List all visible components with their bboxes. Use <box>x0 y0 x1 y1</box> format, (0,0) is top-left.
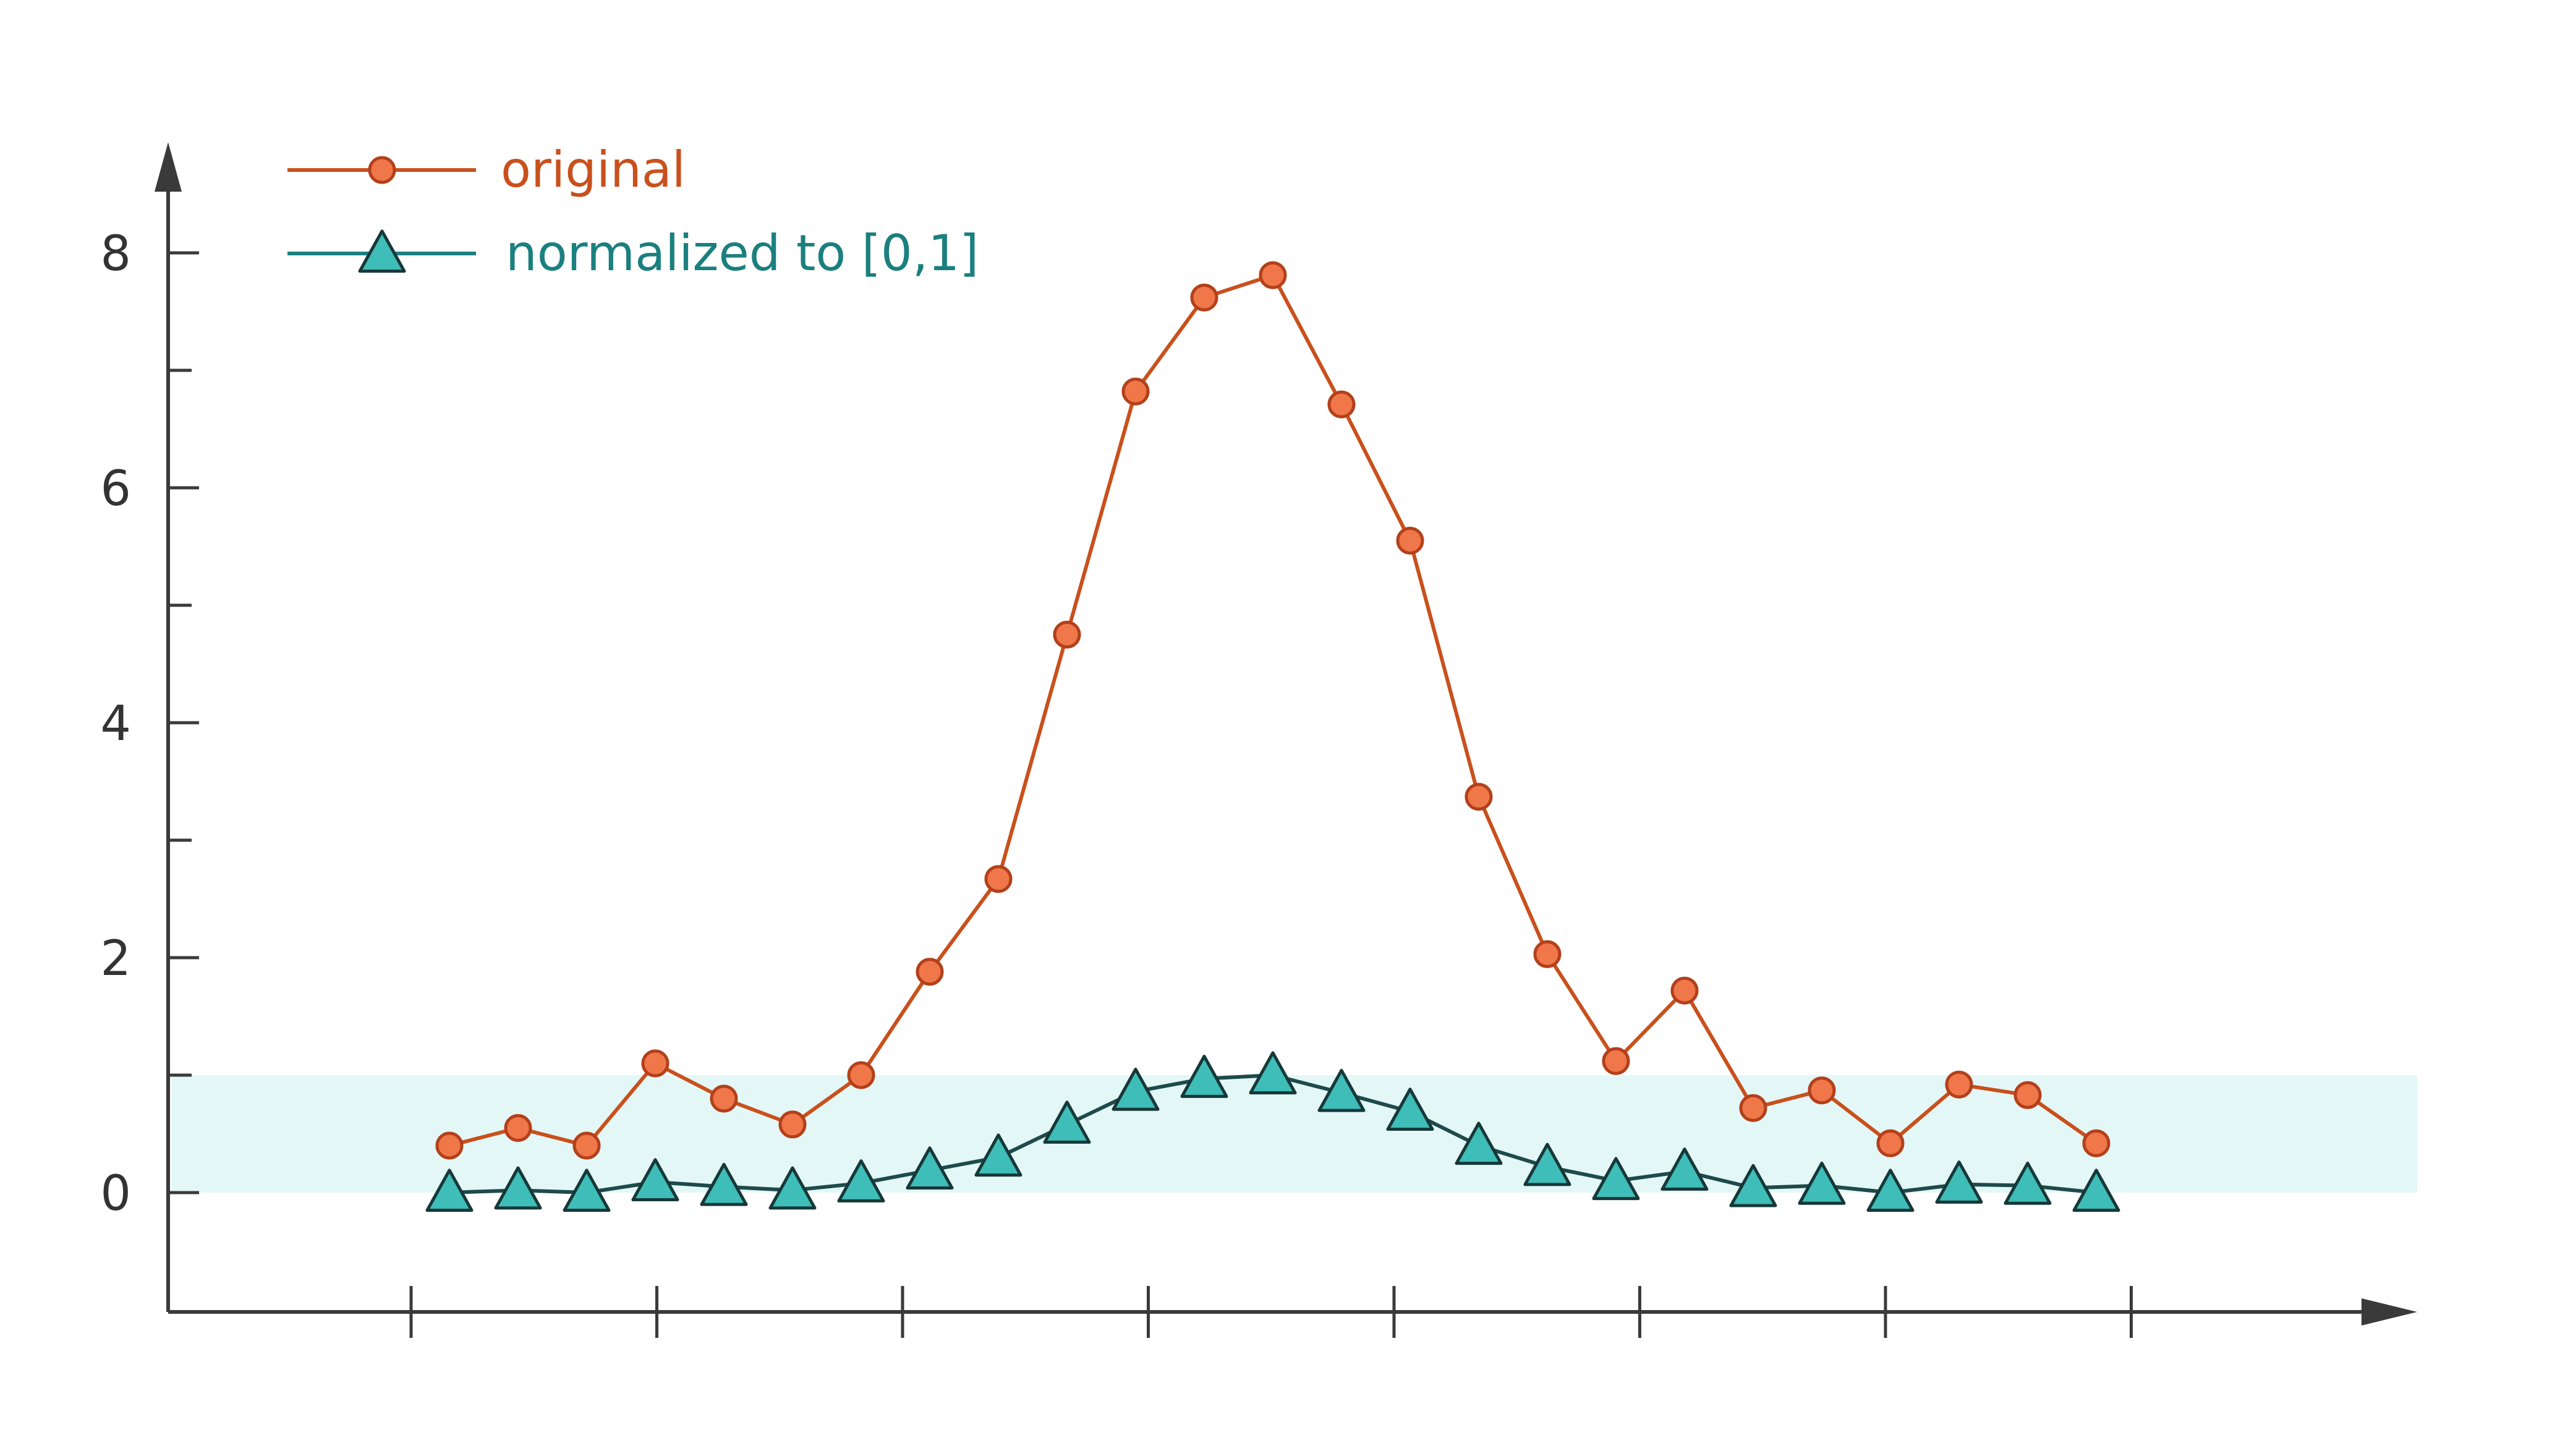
data-point-original <box>1808 1076 1836 1105</box>
data-point-normalized <box>1180 1055 1228 1098</box>
x-axis-arrow <box>2361 1298 2417 1326</box>
data-point-normalized <box>631 1158 679 1202</box>
data-point-original <box>435 1131 464 1160</box>
y-tick-label: 8 <box>100 226 131 282</box>
data-point-original <box>2013 1081 2042 1109</box>
series-original <box>435 261 2111 1160</box>
data-point-normalized <box>1592 1157 1640 1201</box>
data-point-original <box>641 1049 670 1078</box>
y-tick-label: 4 <box>100 696 131 752</box>
data-point-normalized <box>1043 1100 1091 1144</box>
y-tick-label: 2 <box>100 931 131 987</box>
data-point-original <box>1396 527 1424 555</box>
data-point-original <box>1876 1129 1905 1157</box>
data-point-original <box>1190 283 1218 312</box>
data-point-normalized <box>1935 1160 1983 1204</box>
legend: original normalized to [0,1] <box>287 141 979 282</box>
data-point-normalized <box>1249 1051 1297 1095</box>
data-point-normalized <box>700 1162 748 1206</box>
data-point-normalized <box>1386 1088 1434 1131</box>
data-point-original <box>2082 1129 2111 1157</box>
data-point-normalized <box>1866 1168 1915 1212</box>
data-point-normalized <box>1317 1068 1366 1112</box>
data-point-normalized <box>1523 1143 1571 1186</box>
data-point-normalized <box>906 1146 954 1190</box>
data-point-original <box>710 1084 738 1113</box>
data-point-normalized <box>494 1166 542 1210</box>
data-point-original <box>847 1061 875 1089</box>
data-point-normalized <box>837 1159 885 1202</box>
data-point-original <box>984 865 1013 893</box>
legend-label-original: original <box>501 141 686 198</box>
legend-label-normalized: normalized to [0,1] <box>506 224 979 282</box>
y-axis-arrow <box>155 142 182 192</box>
data-point-normalized <box>1660 1147 1709 1191</box>
data-point-original <box>1327 390 1356 419</box>
data-point-original <box>1259 261 1287 289</box>
data-point-original <box>1121 377 1150 406</box>
data-point-original <box>1533 940 1562 968</box>
data-point-original <box>1945 1070 1973 1099</box>
series-line-original <box>449 273 2098 1147</box>
data-point-normalized <box>1798 1161 1846 1205</box>
data-point-normalized <box>1455 1122 1503 1165</box>
series-layer <box>425 261 2120 1212</box>
data-point-normalized <box>2072 1168 2120 1212</box>
data-point-original <box>504 1114 532 1142</box>
data-point-original <box>1670 976 1699 1005</box>
y-tick-label: 0 <box>100 1166 131 1222</box>
data-point-original <box>572 1131 601 1160</box>
data-point-original <box>1053 621 1081 649</box>
data-point-original <box>916 958 944 986</box>
legend-marker-normalized <box>358 229 406 273</box>
legend-marker-original <box>368 156 396 184</box>
data-point-normalized <box>768 1166 817 1210</box>
data-point-original <box>1602 1047 1630 1075</box>
y-tick-label: 6 <box>100 461 131 517</box>
data-point-normalized <box>1729 1164 1777 1207</box>
data-point-original <box>778 1110 807 1139</box>
data-point-original <box>1739 1094 1767 1122</box>
axes: 0 2 4 6 8 <box>100 142 2417 1338</box>
data-point-normalized <box>974 1133 1022 1177</box>
data-point-normalized <box>563 1168 611 1212</box>
data-point-normalized <box>1112 1067 1160 1111</box>
data-point-normalized <box>425 1168 474 1212</box>
data-point-normalized <box>2004 1161 2052 1205</box>
data-point-original <box>1464 783 1493 811</box>
series-normalized <box>425 1051 2120 1212</box>
